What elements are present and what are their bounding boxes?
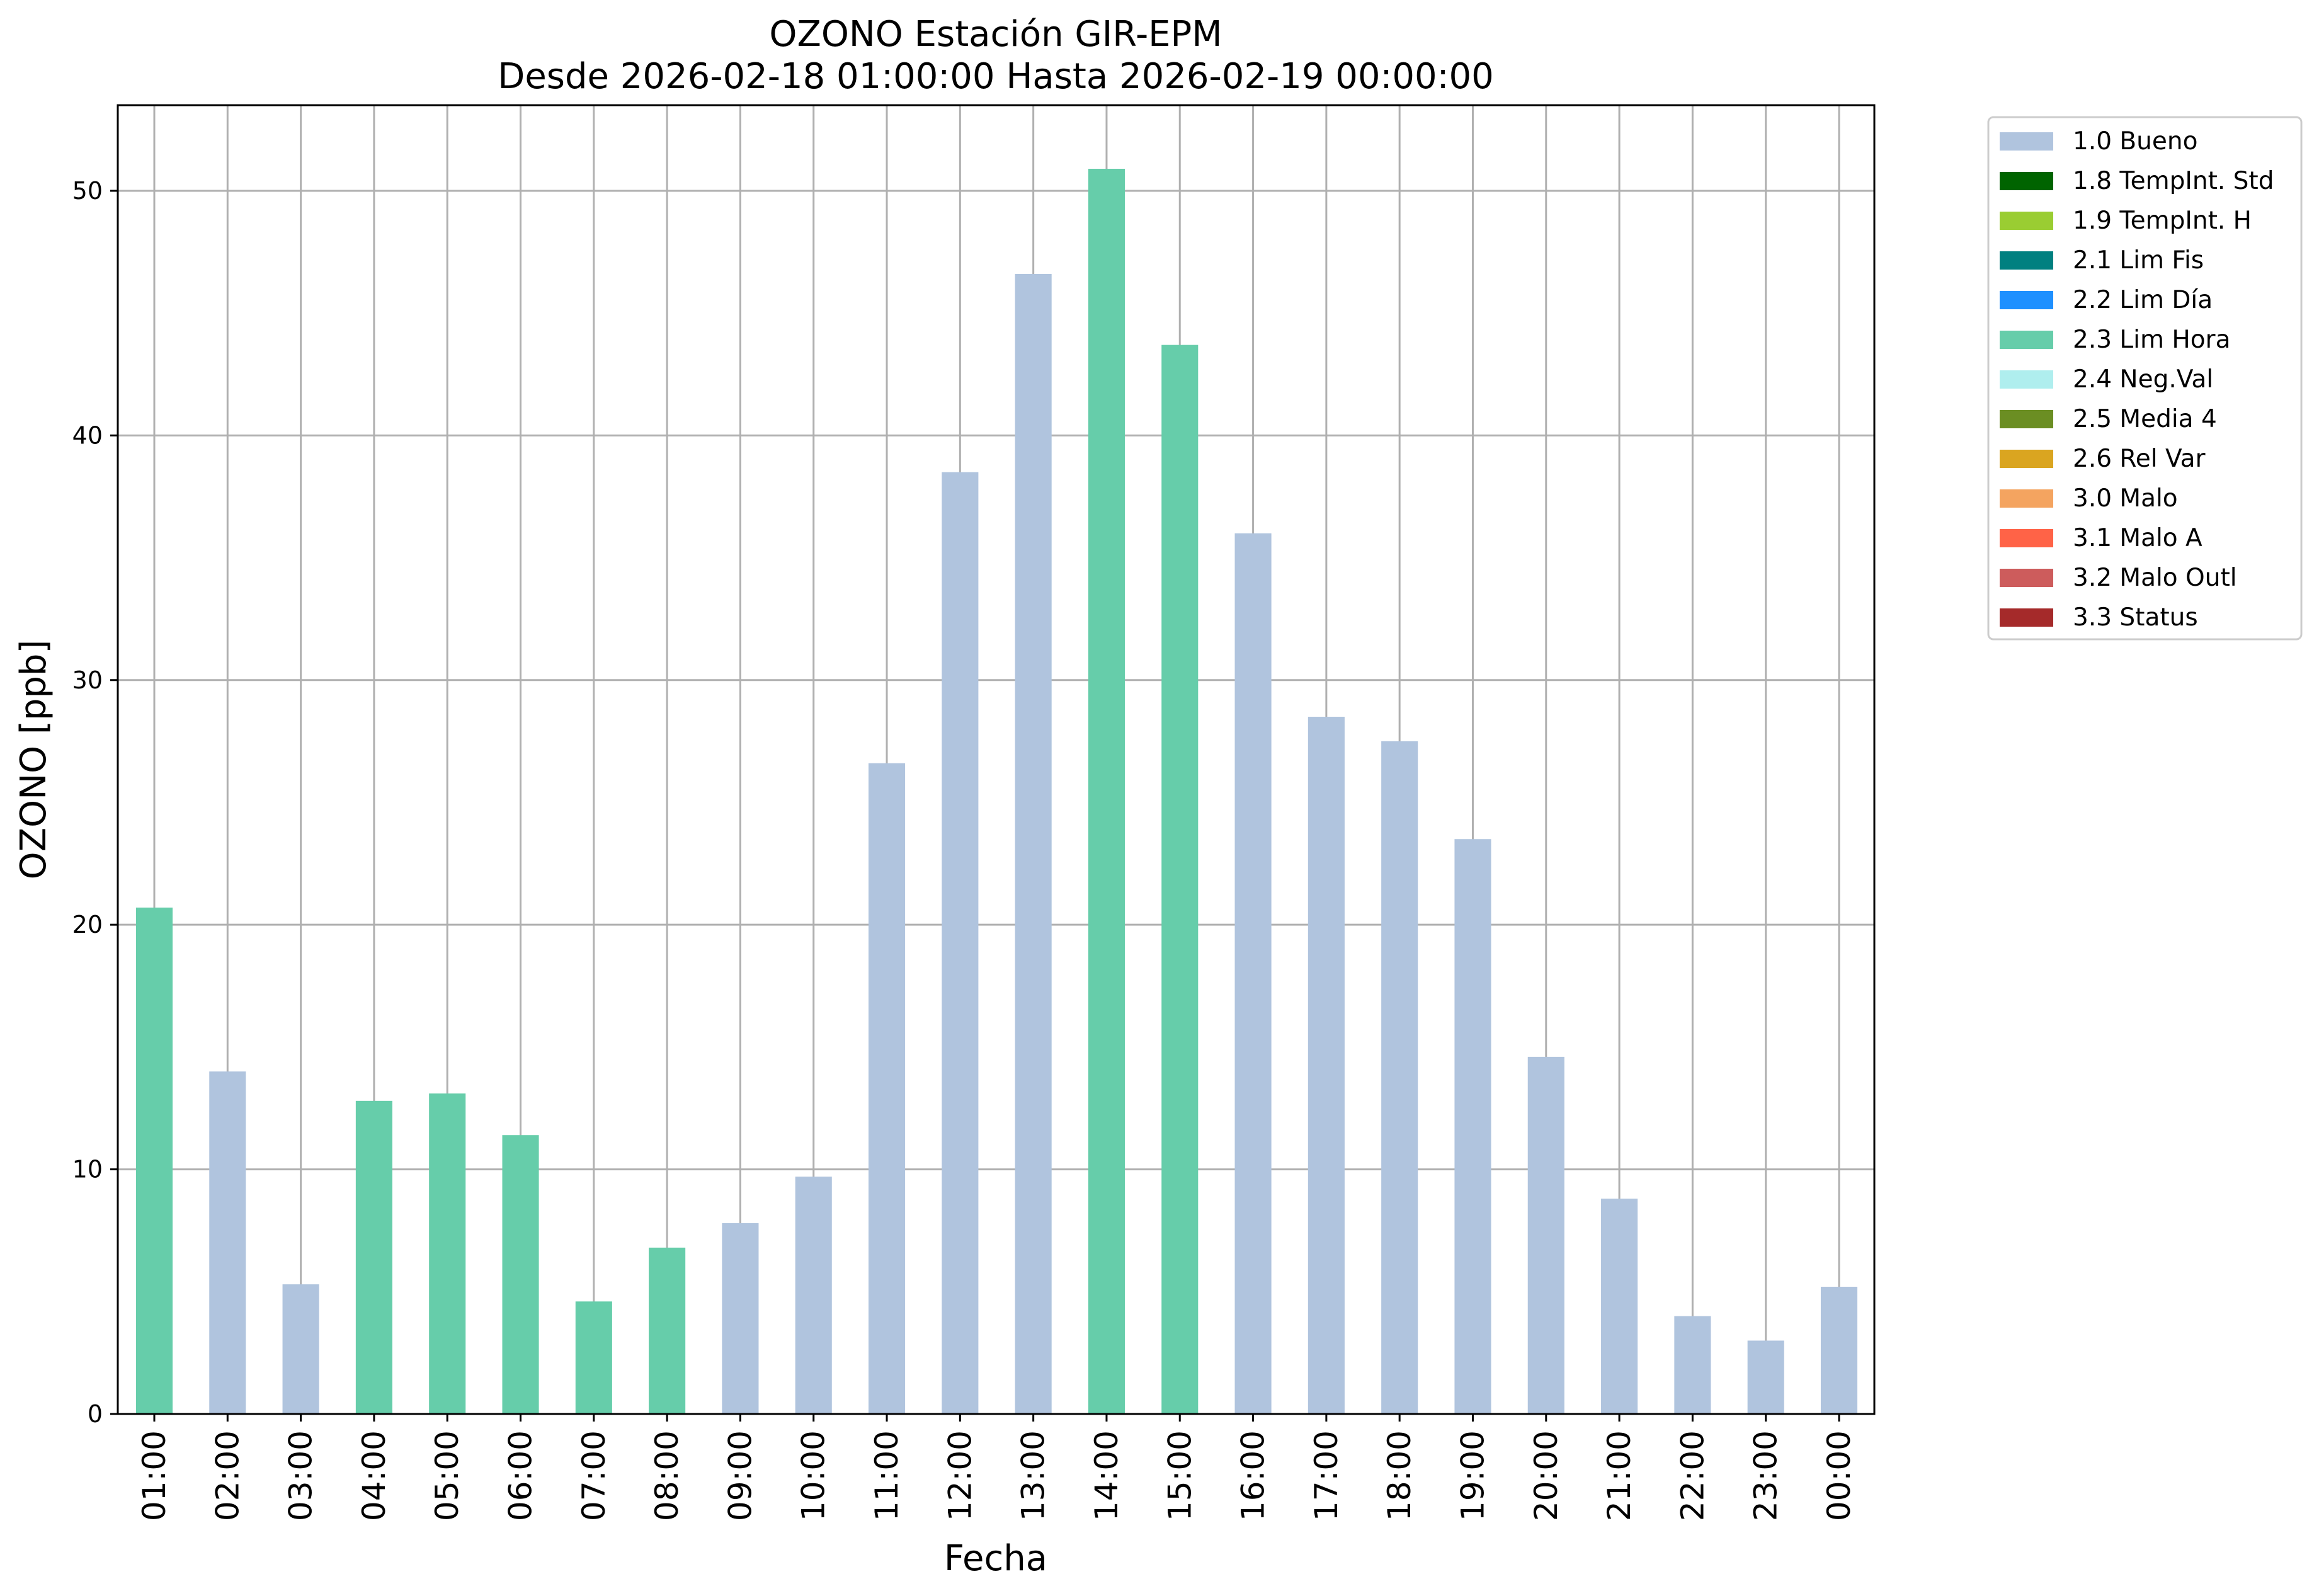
y-tick-label: 40 — [72, 421, 103, 449]
legend-swatch — [2000, 251, 2053, 270]
x-tick-label: 02:00 — [209, 1430, 246, 1521]
x-tick-label: 21:00 — [1601, 1430, 1638, 1521]
bar-1400 — [1088, 168, 1125, 1414]
bar-1100 — [868, 763, 906, 1414]
x-tick-label: 07:00 — [576, 1430, 612, 1521]
bar-0600 — [502, 1135, 539, 1414]
legend-label: 1.8 TempInt. Std — [2073, 167, 2274, 195]
legend-label: 1.0 Bueno — [2073, 127, 2197, 156]
bar-1000 — [795, 1177, 832, 1414]
y-tick-label: 10 — [72, 1156, 103, 1183]
legend-label: 2.5 Media 4 — [2073, 405, 2217, 433]
x-axis-ticks: 01:00 02:00 03:00 04:00 05:00 06:00 07:00 08:00… — [136, 1414, 1857, 1521]
bar-1800 — [1381, 741, 1418, 1414]
legend-label: 3.0 Malo — [2073, 484, 2178, 513]
y-tick-label: 30 — [72, 666, 103, 694]
bars-group — [135, 168, 1858, 1415]
x-tick-label: 18:00 — [1381, 1430, 1418, 1521]
chart-title-line-1: OZONO Estación GIR-EPM — [769, 14, 1222, 55]
x-tick-label: 16:00 — [1235, 1430, 1272, 1521]
y-tick-label: 0 — [88, 1400, 103, 1428]
legend-frame — [1987, 116, 2303, 641]
x-tick-label: 11:00 — [869, 1430, 905, 1521]
legend-swatch — [2000, 212, 2053, 230]
legend-swatch — [2000, 132, 2053, 151]
x-tick-label: 01:00 — [136, 1430, 173, 1521]
legend-label: 1.9 TempInt. H — [2073, 207, 2252, 235]
legend-swatch — [2000, 410, 2053, 428]
bar-1900 — [1454, 839, 1491, 1414]
x-tick-label: 10:00 — [795, 1430, 832, 1521]
x-tick-label: 19:00 — [1454, 1430, 1491, 1521]
bar-2000 — [1527, 1056, 1564, 1414]
bar-0000 — [1820, 1287, 1858, 1414]
x-tick-label: 13:00 — [1015, 1430, 1052, 1521]
x-tick-label: 09:00 — [722, 1430, 758, 1521]
plot-frame — [117, 104, 1876, 1415]
x-tick-label: 03:00 — [283, 1430, 319, 1521]
bar-1200 — [942, 472, 979, 1414]
legend-label: 2.3 Lim Hora — [2073, 326, 2231, 354]
x-tick-label: 04:00 — [356, 1430, 392, 1521]
legend-swatch — [2000, 450, 2053, 468]
x-tick-label: 15:00 — [1161, 1430, 1198, 1521]
x-tick-label: 22:00 — [1674, 1430, 1711, 1521]
legend-label: 3.2 Malo Outl — [2073, 564, 2237, 592]
bar-2300 — [1747, 1340, 1784, 1414]
legend-label: 2.6 Rel Var — [2073, 445, 2206, 473]
y-axis-label: OZONO [ppb] — [13, 640, 54, 880]
legend-label: 3.1 Malo A — [2073, 524, 2202, 552]
x-tick-label: 23:00 — [1748, 1430, 1784, 1521]
y-tick-label: 20 — [72, 911, 103, 938]
x-tick-label: 05:00 — [429, 1430, 465, 1521]
legend-swatch — [2000, 569, 2053, 587]
bar-0500 — [429, 1093, 466, 1414]
x-tick-label: 17:00 — [1308, 1430, 1345, 1521]
x-tick-label: 08:00 — [649, 1430, 685, 1521]
bar-2100 — [1601, 1199, 1638, 1414]
bar-0400 — [355, 1100, 392, 1414]
bar-0300 — [282, 1284, 319, 1414]
bar-1500 — [1161, 345, 1199, 1414]
bar-2200 — [1674, 1316, 1711, 1414]
bar-0800 — [649, 1247, 686, 1414]
legend-swatch — [2000, 370, 2053, 389]
legend-label: 3.3 Status — [2073, 603, 2198, 632]
chart-title-line-2: Desde 2026-02-18 01:00:00 Hasta 2026-02-… — [498, 56, 1494, 97]
x-axis-label: Fecha — [944, 1538, 1047, 1579]
bar-0100 — [135, 907, 173, 1414]
bar-0900 — [722, 1223, 759, 1414]
x-tick-label: 12:00 — [942, 1430, 978, 1521]
x-tick-label: 14:00 — [1088, 1430, 1125, 1521]
legend-label: 2.4 Neg.Val — [2073, 365, 2213, 394]
legend-swatch — [2000, 331, 2053, 349]
legend-swatch — [2000, 291, 2053, 309]
bar-1600 — [1234, 533, 1272, 1414]
legend-swatch — [2000, 172, 2053, 190]
legend-label: 2.2 Lim Día — [2073, 286, 2213, 314]
bar-1300 — [1015, 274, 1052, 1415]
bar-0700 — [575, 1301, 612, 1414]
bar-0200 — [209, 1071, 246, 1414]
x-tick-label: 20:00 — [1528, 1430, 1564, 1521]
x-tick-label: 06:00 — [503, 1430, 539, 1521]
x-tick-label: 00:00 — [1821, 1430, 1857, 1521]
legend-label: 2.1 Lim Fis — [2073, 246, 2204, 275]
legend-swatch — [2000, 489, 2053, 508]
legend: 1.0 Bueno 1.8 TempInt. Std 1.9 TempInt. H 2… — [1987, 116, 2303, 641]
legend-swatch — [2000, 529, 2053, 547]
y-axis-ticks: 0 10 20 30 40 50 — [72, 177, 118, 1428]
y-tick-label: 50 — [72, 177, 103, 205]
bar-1700 — [1308, 717, 1345, 1414]
legend-swatch — [2000, 608, 2053, 627]
